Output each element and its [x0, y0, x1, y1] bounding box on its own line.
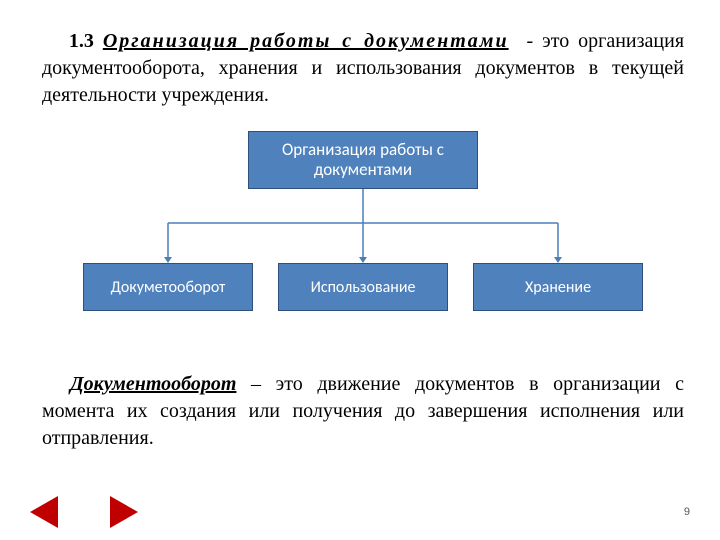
diagram-root-box: Организация работы с документами [248, 131, 478, 189]
definition-term: Документооборот [70, 373, 236, 395]
next-button[interactable] [110, 496, 138, 528]
prev-button[interactable] [30, 496, 58, 528]
arrow-right-icon [110, 496, 138, 528]
arrow-left-icon [30, 496, 58, 528]
diagram-child-label: Хранение [525, 278, 591, 297]
diagram-child-box: Использование [278, 263, 448, 311]
definition-paragraph: Документооборот – это движение документо… [42, 371, 684, 452]
diagram-child-box: Докуметооборот [83, 263, 253, 311]
diagram-child-label: Докуметооборот [111, 278, 226, 297]
heading-paragraph: 1.3 Организация работы с документами - э… [42, 28, 684, 109]
page-number: 9 [684, 506, 690, 518]
diagram-root-label: Организация работы с документами [259, 140, 467, 179]
section-number: 1.3 [69, 30, 94, 52]
heading-title: Организация работы с документами [103, 30, 509, 52]
heading-dash: - [527, 30, 534, 52]
org-diagram: Организация работы с документами Докумет… [83, 131, 643, 331]
diagram-child-box: Хранение [473, 263, 643, 311]
diagram-child-label: Использование [311, 278, 416, 297]
